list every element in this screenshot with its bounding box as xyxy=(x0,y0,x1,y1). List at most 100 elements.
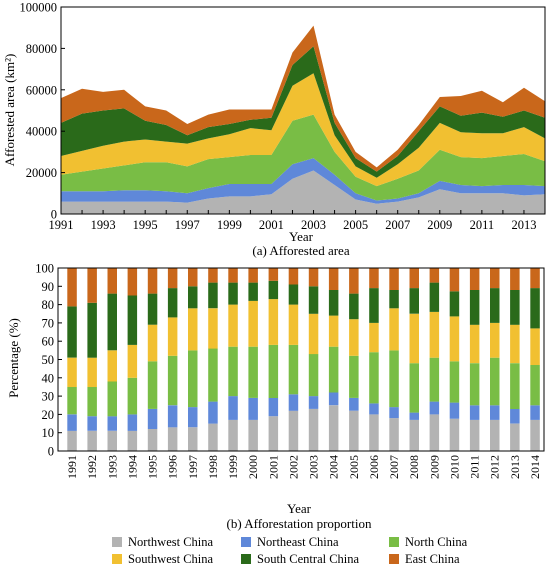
bar-1998-southwest-china xyxy=(208,308,218,349)
bar-1999-east-china xyxy=(228,268,238,283)
bar-2012-east-china xyxy=(490,268,500,289)
bar-2014-north-china xyxy=(530,365,540,406)
bar-2008-east-china xyxy=(409,268,419,289)
bar-2008-northeast-china xyxy=(409,412,419,420)
bar-2014-east-china xyxy=(530,268,540,289)
bar-2001-east-china xyxy=(268,268,279,281)
bar-2008-north-china xyxy=(409,363,419,413)
bar-1994-southwest-china xyxy=(127,344,138,378)
bar-1997-north-china xyxy=(188,350,198,408)
y-tick-label: 20000 xyxy=(26,166,57,180)
y-axis-label: Afforested area (km²) xyxy=(2,54,17,167)
bar-1991-southwest-china xyxy=(67,357,77,387)
bar-1993-east-china xyxy=(107,268,117,294)
bar-2009-south-central-china xyxy=(429,282,440,312)
bar-2011-northeast-china xyxy=(469,405,480,420)
y-tick-label: 40 xyxy=(42,371,55,385)
bar-2005-south-central-china xyxy=(349,293,359,320)
x-axis: 1991 1992 1993 1994 1995 1996 1997 1998 1999 2000… xyxy=(65,455,542,479)
x-tick-label: 1993 xyxy=(105,455,119,479)
bar-1995-northeast-china xyxy=(147,408,158,429)
bar-2005-east-china xyxy=(349,268,359,294)
bar-2010-northeast-china xyxy=(449,402,460,419)
bar-2001-northwest-china xyxy=(268,416,279,451)
bar-2012-southwest-china xyxy=(490,322,500,358)
bar-1998-south-central-china xyxy=(208,282,218,309)
legend-swatch-east-china xyxy=(389,554,399,564)
bar-2000-south-central-china xyxy=(248,282,258,301)
bar-2001-south-central-china xyxy=(268,280,279,300)
bar-1996-south-central-china xyxy=(167,288,178,318)
bar-1994-south-central-china xyxy=(127,295,138,345)
bar-2011-east-china xyxy=(469,268,480,290)
legend-swatch-north-china xyxy=(389,537,399,547)
y-tick-label: 80 xyxy=(42,298,55,312)
x-tick-label: 2003 xyxy=(301,218,326,232)
bar-1992-northeast-china xyxy=(87,416,97,431)
y-tick-label: 90 xyxy=(42,280,55,294)
legend-label-southwest-china: Southwest China xyxy=(128,552,214,566)
bar-1998-northeast-china xyxy=(208,401,218,424)
bar-2003-east-china xyxy=(308,268,319,287)
bar-2003-northwest-china xyxy=(308,408,319,451)
bar-1998-north-china xyxy=(208,348,218,402)
x-tick-label: 2013 xyxy=(508,455,522,479)
y-tick-label: 0 xyxy=(51,208,57,222)
bar-2009-northwest-china xyxy=(429,414,440,451)
bar-1992-southwest-china xyxy=(87,357,97,387)
y-tick-label: 40000 xyxy=(26,125,57,139)
x-tick-label: 2011 xyxy=(468,455,482,479)
bar-1995-southwest-china xyxy=(147,324,158,362)
y-axis-label: Percentage (%) xyxy=(6,318,21,398)
x-tick-label: 2012 xyxy=(488,455,502,479)
bar-2006-north-china xyxy=(369,352,379,404)
y-tick-label: 10 xyxy=(42,426,55,440)
bar-2007-south-central-china xyxy=(389,290,399,309)
bar-2007-east-china xyxy=(389,268,399,290)
x-tick-label: 1999 xyxy=(217,218,242,232)
x-tick-label: 2001 xyxy=(266,455,280,479)
legend-swatch-northwest-china xyxy=(112,537,122,547)
bar-1996-east-china xyxy=(167,268,178,289)
bar-1993-north-china xyxy=(107,381,117,417)
bar-1997-southwest-china xyxy=(188,308,198,351)
y-tick-label: 60 xyxy=(42,335,55,349)
x-tick-label: 1991 xyxy=(65,455,79,479)
x-tick-label: 1993 xyxy=(91,218,116,232)
bar-2009-east-china xyxy=(429,268,440,283)
bar-2002-southwest-china xyxy=(288,304,299,345)
bar-1999-northeast-china xyxy=(228,396,238,420)
bar-1991-east-china xyxy=(67,268,77,307)
x-tick-label: 2007 xyxy=(387,455,401,479)
x-tick-label: 2014 xyxy=(528,455,542,479)
x-tick-label: 2004 xyxy=(327,455,341,479)
bar-2013-northeast-china xyxy=(510,408,520,424)
bar-2014-south-central-china xyxy=(530,288,540,329)
bar-1992-north-china xyxy=(87,386,97,417)
bar-2003-north-china xyxy=(308,354,319,397)
legend-label-east-china: East China xyxy=(405,552,460,566)
bar-1999-northwest-china xyxy=(228,419,238,451)
x-axis-label: Year xyxy=(289,229,314,244)
x-axis-label: Year xyxy=(287,501,312,516)
x-tick-label: 1994 xyxy=(125,455,139,479)
bar-1994-northeast-china xyxy=(127,414,138,431)
x-tick-label: 2006 xyxy=(367,455,381,479)
x-tick-label: 2005 xyxy=(347,455,361,479)
bar-2014-northwest-china xyxy=(530,419,540,451)
area-northeast-china xyxy=(61,158,545,204)
bar-2009-north-china xyxy=(429,357,440,402)
bar-2002-northwest-china xyxy=(288,410,299,451)
bar-1991-northeast-china xyxy=(67,414,77,431)
area-south-central-china xyxy=(61,46,545,178)
area-southwest-china xyxy=(61,73,545,187)
bar-2012-south-central-china xyxy=(490,288,500,323)
bar-1997-east-china xyxy=(188,268,198,287)
bar-1993-southwest-china xyxy=(107,350,117,382)
area-north-china xyxy=(61,114,545,201)
bar-2007-northwest-china xyxy=(389,418,399,451)
area-east-china xyxy=(61,25,545,172)
bar-1995-south-central-china xyxy=(147,293,158,325)
bar-1995-northwest-china xyxy=(147,429,158,451)
bar-2010-southwest-china xyxy=(449,316,460,362)
